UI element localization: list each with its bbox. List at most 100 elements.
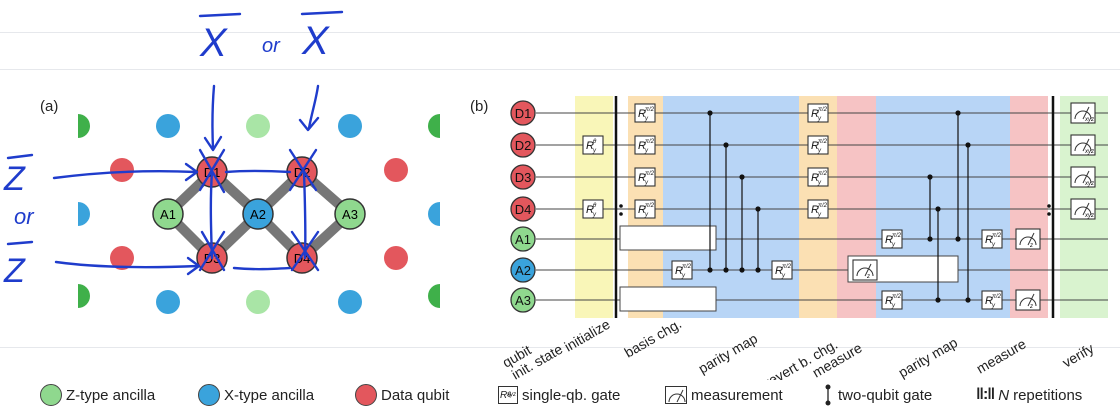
svg-text:xyz: xyz bbox=[1084, 117, 1094, 123]
svg-text:π/2: π/2 bbox=[818, 139, 828, 145]
svg-text:R: R bbox=[638, 172, 646, 184]
svg-text:xyz: xyz bbox=[1084, 213, 1094, 219]
svg-text:z: z bbox=[866, 274, 870, 280]
qubit-label-d3: D3 bbox=[510, 164, 536, 190]
repeat-dot bbox=[619, 212, 623, 216]
svg-text:R: R bbox=[586, 204, 594, 216]
measurement-gate: xyz bbox=[1070, 102, 1096, 124]
phase-band bbox=[1010, 96, 1048, 318]
svg-text:π/2: π/2 bbox=[818, 203, 828, 209]
legend-two-qubit-gate: two-qubit gate bbox=[822, 384, 933, 406]
two-qubit-gate bbox=[935, 206, 941, 303]
ruled-line bbox=[0, 69, 1120, 70]
svg-text:y: y bbox=[817, 180, 822, 186]
svg-text:y: y bbox=[891, 303, 896, 309]
svg-text:R: R bbox=[985, 295, 993, 307]
ruled-line bbox=[0, 347, 1120, 348]
edge-z-ancilla-half bbox=[78, 284, 90, 308]
svg-text:X: X bbox=[301, 19, 330, 63]
svg-text:R: R bbox=[775, 265, 783, 277]
qubit-label-d1: D1 bbox=[510, 100, 536, 126]
edge-z-ancilla-half bbox=[428, 114, 440, 138]
svg-text:π/2: π/2 bbox=[992, 294, 1002, 300]
svg-text:R: R bbox=[885, 295, 893, 307]
qubit-label-a2: A2 bbox=[510, 257, 536, 283]
svg-text:A1: A1 bbox=[515, 232, 531, 247]
svg-text:y: y bbox=[681, 273, 686, 279]
svg-text:R: R bbox=[811, 140, 819, 152]
legend-repetitions: ‖:‖ N repetitions bbox=[976, 385, 1082, 405]
svg-text:A1: A1 bbox=[160, 207, 176, 222]
data-qubit-swatch bbox=[355, 384, 377, 406]
x-ancilla-swatch bbox=[198, 384, 220, 406]
svg-text:D1: D1 bbox=[515, 106, 532, 121]
z-ancilla-bg bbox=[246, 290, 270, 314]
legend-label: X-type ancilla bbox=[224, 386, 315, 404]
two-qubit-gate bbox=[927, 174, 933, 242]
legend-x-ancilla: X-type ancilla bbox=[198, 384, 315, 406]
svg-text:θ: θ bbox=[593, 203, 597, 209]
phase-band bbox=[876, 96, 1010, 318]
svg-text:y: y bbox=[644, 180, 649, 186]
two-qubit-gate bbox=[739, 174, 745, 273]
phase-band bbox=[837, 96, 876, 318]
svg-text:y: y bbox=[817, 212, 822, 218]
legend-label: Z-type ancilla bbox=[66, 386, 156, 404]
svg-text:π/2: π/2 bbox=[892, 233, 902, 239]
svg-text:y: y bbox=[644, 116, 649, 122]
edge-x-ancilla-half bbox=[428, 202, 440, 226]
svg-text:π/2: π/2 bbox=[645, 139, 655, 145]
measurement-gate: xyz bbox=[1070, 134, 1096, 156]
qubit-a3: A3 bbox=[334, 198, 366, 230]
svg-text:y: y bbox=[644, 148, 649, 154]
svg-text:Z: Z bbox=[3, 160, 26, 198]
legend-label: single-qb. gate bbox=[522, 386, 621, 404]
x-ancilla-bg bbox=[338, 114, 362, 138]
svg-text:π/2: π/2 bbox=[818, 171, 828, 177]
panel-b-label: (b) bbox=[470, 98, 488, 115]
svg-text:π/2: π/2 bbox=[818, 107, 828, 113]
legend: Z-type ancilla X-type ancilla Data qubit… bbox=[0, 382, 1120, 407]
two-qubit-gate bbox=[723, 142, 729, 273]
svg-text:xyz: xyz bbox=[1084, 149, 1094, 155]
svg-text:y: y bbox=[781, 273, 786, 279]
phase-bands bbox=[575, 96, 1108, 318]
svg-text:π/2: π/2 bbox=[645, 107, 655, 113]
svg-text:R: R bbox=[638, 108, 646, 120]
edge-x-ancilla-half bbox=[78, 202, 90, 226]
legend-label: two-qubit gate bbox=[838, 386, 933, 404]
svg-text:or: or bbox=[14, 204, 35, 229]
repeat-dot bbox=[619, 204, 623, 208]
svg-text:xyz: xyz bbox=[1084, 181, 1094, 187]
svg-text:A2: A2 bbox=[515, 263, 531, 278]
svg-text:θ: θ bbox=[593, 139, 597, 145]
svg-text:π/2: π/2 bbox=[782, 264, 792, 270]
svg-text:y: y bbox=[592, 212, 597, 218]
two-qubit-gate bbox=[955, 110, 961, 242]
svg-text:R: R bbox=[586, 140, 594, 152]
svg-text:y: y bbox=[991, 303, 996, 309]
svg-text:y: y bbox=[991, 242, 996, 248]
svg-text:R: R bbox=[811, 172, 819, 184]
svg-text:z: z bbox=[1029, 304, 1033, 310]
data-qubit-bg bbox=[110, 246, 134, 270]
measurement-gate: z bbox=[1015, 228, 1041, 250]
edge-z-ancilla-half bbox=[428, 284, 440, 308]
svg-text:or: or bbox=[262, 35, 281, 57]
edge-z-ancilla-half bbox=[78, 114, 90, 138]
svg-text:R: R bbox=[811, 204, 819, 216]
svg-text:X: X bbox=[199, 21, 228, 65]
x-ancilla-bg bbox=[338, 290, 362, 314]
two-qubit-gate bbox=[965, 142, 971, 303]
svg-text:D4: D4 bbox=[515, 202, 532, 217]
data-qubit-bg bbox=[110, 158, 134, 182]
